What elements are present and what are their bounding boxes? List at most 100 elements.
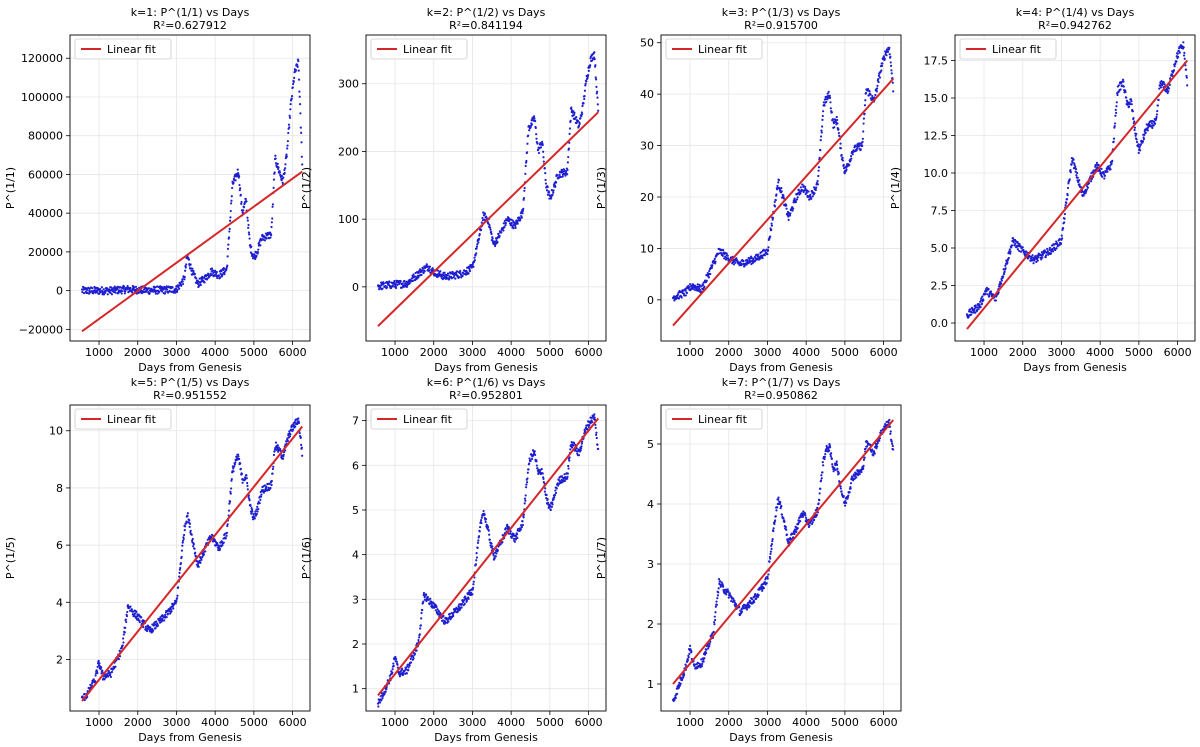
data-point <box>682 289 685 292</box>
data-point <box>889 430 892 433</box>
x-tick-label: 3000 <box>1047 346 1075 359</box>
data-point <box>862 130 865 133</box>
data-point <box>225 531 229 534</box>
data-point <box>726 257 730 260</box>
data-point <box>1091 171 1094 174</box>
y-tick-label: 40000 <box>28 207 63 220</box>
data-point <box>774 198 777 202</box>
axes-frame <box>365 404 607 712</box>
data-point <box>703 285 706 288</box>
data-point <box>512 227 515 230</box>
data-point <box>395 660 398 663</box>
data-point <box>476 546 479 549</box>
y-tick-label: 100 <box>338 213 359 226</box>
data-point <box>524 486 528 489</box>
data-point <box>821 461 824 464</box>
data-point <box>253 517 256 520</box>
data-point <box>1058 237 1061 241</box>
data-point <box>817 502 820 505</box>
grid <box>366 405 606 711</box>
data-point <box>770 228 773 231</box>
data-point <box>1078 179 1081 182</box>
data-point <box>709 272 712 276</box>
x-tick-label: 3000 <box>458 716 486 729</box>
data-series <box>376 51 600 291</box>
data-point <box>597 109 600 112</box>
data-point <box>500 231 503 234</box>
r-squared-label: R²=0.950862 <box>744 389 818 402</box>
data-point <box>817 169 820 172</box>
data-point <box>259 498 262 501</box>
data-point <box>1134 134 1137 137</box>
data-point <box>447 620 450 623</box>
data-point <box>419 624 422 627</box>
data-point <box>426 595 429 599</box>
y-tick-label: 120000 <box>21 52 63 65</box>
data-point <box>421 608 424 612</box>
data-point <box>567 155 570 159</box>
data-point <box>674 696 677 700</box>
data-point <box>224 537 227 540</box>
data-point <box>467 265 471 268</box>
data-point <box>156 624 160 627</box>
data-point <box>107 675 110 678</box>
data-point <box>976 306 979 309</box>
data-point <box>551 503 554 506</box>
data-point <box>530 119 533 122</box>
data-point <box>801 183 804 186</box>
data-point <box>892 90 895 93</box>
subplot-4: 1000 2000 3000 4000 5000 60000.02.55.07.510.0… <box>889 6 1196 374</box>
x-tick-label: 6000 <box>1164 346 1192 359</box>
data-point <box>246 216 249 219</box>
data-point <box>154 286 157 289</box>
data-point <box>878 76 882 79</box>
y-tick-label: 40 <box>640 88 654 101</box>
x-tick-label: 4000 <box>1086 346 1114 359</box>
data-point <box>242 206 246 209</box>
data-point <box>219 276 222 279</box>
data-point <box>588 423 591 427</box>
data-point <box>554 181 558 184</box>
data-point <box>835 460 838 463</box>
data-point <box>724 588 727 591</box>
data-point <box>862 117 866 120</box>
data-point <box>588 65 591 69</box>
data-point <box>726 254 729 257</box>
data-point <box>1151 126 1154 129</box>
data-point <box>581 112 584 116</box>
data-point <box>1185 68 1188 71</box>
data-point <box>265 485 268 488</box>
data-point <box>848 163 851 167</box>
data-point <box>439 270 442 273</box>
data-point <box>145 290 148 293</box>
data-point <box>876 87 879 90</box>
data-point <box>121 644 124 647</box>
data-point <box>120 290 124 293</box>
y-tick-label: 15.0 <box>924 92 949 105</box>
data-point <box>1075 171 1079 175</box>
data-point <box>842 163 845 166</box>
data-point <box>532 452 536 455</box>
data-point <box>238 183 241 187</box>
data-point <box>714 605 717 608</box>
data-point <box>382 282 386 285</box>
data-point <box>519 528 522 531</box>
data-point <box>994 299 998 302</box>
data-point <box>772 527 775 530</box>
data-point <box>832 122 836 125</box>
y-tick-label: 4 <box>56 596 63 609</box>
data-point <box>888 46 891 49</box>
data-point <box>542 156 545 159</box>
data-point <box>467 597 470 601</box>
data-point <box>1036 259 1039 262</box>
data-point <box>503 219 506 223</box>
data-point <box>412 657 415 660</box>
data-point <box>539 146 543 149</box>
data-point <box>819 139 822 142</box>
data-point <box>294 69 298 72</box>
data-point <box>696 283 699 286</box>
data-point <box>564 174 567 177</box>
data-point <box>782 194 785 197</box>
subplot-1: 1000 2000 3000 4000 5000 6000−200000200004000… <box>4 6 311 374</box>
data-point <box>227 243 230 246</box>
